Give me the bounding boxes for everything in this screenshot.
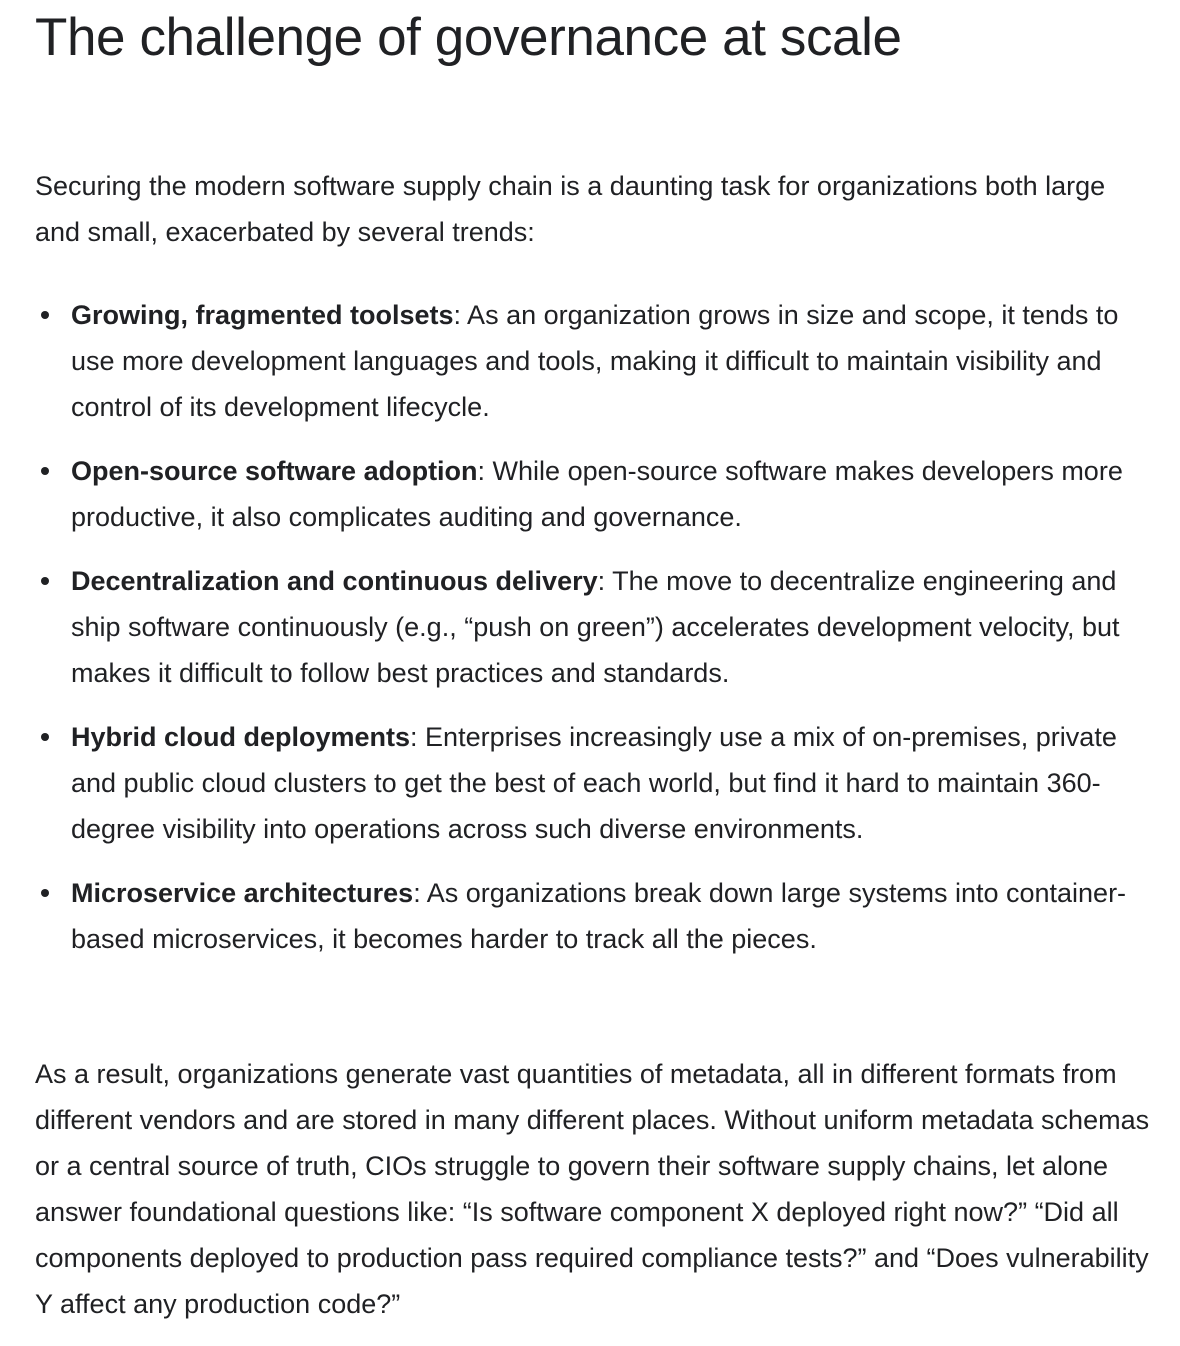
trend-list: Growing, fragmented toolsets: As an orga… — [35, 292, 1165, 962]
bullet-icon — [41, 889, 49, 897]
list-item-text: : The move to decentralize engineering a… — [71, 566, 1120, 688]
list-item-microservices: Microservice architectures: As organizat… — [41, 870, 1165, 962]
list-item-decentralization: Decentralization and continuous delivery… — [41, 558, 1165, 696]
list-item-term: Growing, fragmented toolsets — [71, 300, 454, 330]
page-title: The challenge of governance at scale — [35, 8, 902, 67]
list-item-text: : While open-source software makes devel… — [71, 456, 1123, 532]
list-item-text: : As organizations break down large syst… — [71, 878, 1127, 954]
bullet-icon — [41, 467, 49, 475]
list-item-text: : Enterprises increasingly use a mix of … — [71, 722, 1117, 844]
list-item-growing-toolsets: Growing, fragmented toolsets: As an orga… — [41, 292, 1165, 430]
bullet-icon — [41, 577, 49, 585]
bullet-icon — [41, 311, 49, 319]
list-item-term: Open-source software adoption — [71, 456, 478, 486]
list-item-term: Decentralization and continuous delivery — [71, 566, 598, 596]
bullet-icon — [41, 733, 49, 741]
list-item-hybrid-cloud: Hybrid cloud deployments: Enterprises in… — [41, 714, 1165, 852]
article: The challenge of governance at scale Sec… — [35, 0, 1165, 1327]
list-item-term: Microservice architectures — [71, 878, 414, 908]
conclusion-paragraph: As a result, organizations generate vast… — [35, 1059, 1150, 1319]
list-item-term: Hybrid cloud deployments — [71, 722, 411, 752]
list-item-open-source-adoption: Open-source software adoption: While ope… — [41, 448, 1165, 540]
list-item-text: : As an organization grows in size and s… — [71, 300, 1119, 422]
intro-paragraph: Securing the modern software supply chai… — [35, 171, 1106, 247]
